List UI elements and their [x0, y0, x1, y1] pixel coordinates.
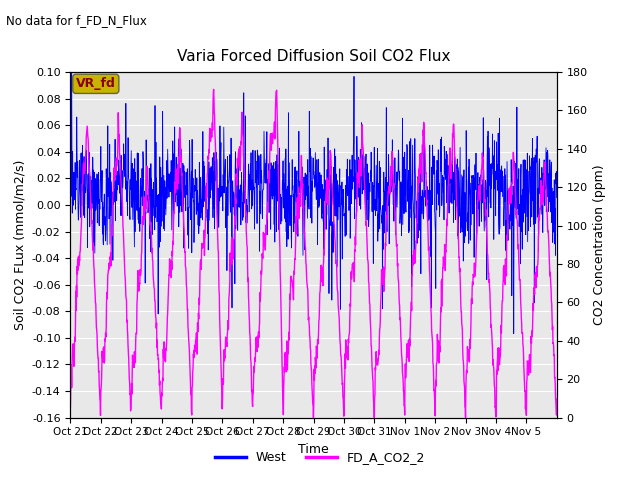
Text: VR_fd: VR_fd: [76, 77, 116, 90]
Legend: West, FD_A_CO2_2: West, FD_A_CO2_2: [210, 446, 430, 469]
X-axis label: Time: Time: [298, 443, 329, 456]
Text: No data for f_FD_N_Flux: No data for f_FD_N_Flux: [6, 14, 147, 27]
Y-axis label: Soil CO2 FLux (mmol/m2/s): Soil CO2 FLux (mmol/m2/s): [13, 160, 26, 330]
Title: Varia Forced Diffusion Soil CO2 Flux: Varia Forced Diffusion Soil CO2 Flux: [177, 49, 451, 64]
Y-axis label: CO2 Concentration (ppm): CO2 Concentration (ppm): [593, 165, 606, 325]
